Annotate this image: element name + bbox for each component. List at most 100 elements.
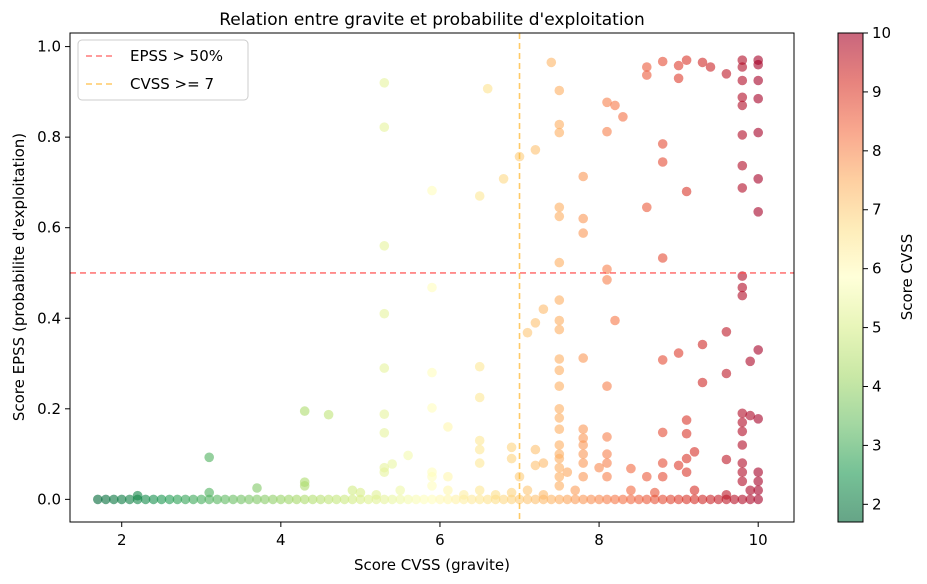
data-point [626, 494, 636, 505]
data-point [204, 487, 214, 498]
data-point [140, 494, 151, 505]
data-point [498, 494, 509, 505]
data-point [721, 490, 732, 500]
colorbar-tick-label: 7 [872, 201, 882, 219]
data-point [753, 75, 763, 86]
data-point [331, 494, 342, 505]
data-point [673, 60, 684, 71]
data-point [578, 433, 588, 444]
data-point [737, 62, 748, 72]
data-point [379, 363, 390, 373]
data-point [689, 447, 700, 457]
data-point [737, 467, 748, 478]
data-point [132, 490, 143, 501]
data-point [642, 202, 652, 213]
data-point [602, 97, 612, 108]
data-point [291, 494, 302, 505]
data-point [554, 257, 565, 268]
data-point [474, 485, 485, 496]
data-point [570, 485, 580, 496]
data-point [578, 353, 588, 363]
data-point [323, 494, 334, 505]
data-point [753, 127, 763, 138]
legend-label-epss: EPSS > 50% [130, 47, 223, 65]
data-point [419, 494, 429, 505]
data-point [260, 494, 270, 505]
data-point [427, 367, 437, 378]
data-point [737, 160, 748, 171]
data-point [657, 471, 668, 482]
data-point [387, 459, 398, 469]
data-point [427, 403, 437, 413]
data-point [379, 122, 390, 132]
data-point [689, 485, 700, 496]
data-point [196, 494, 207, 505]
data-point [562, 467, 573, 478]
data-point [602, 126, 612, 137]
data-point [490, 490, 501, 500]
colorbar-tick-label: 3 [872, 436, 882, 454]
data-point [657, 494, 668, 505]
data-point [387, 494, 398, 505]
data-point [570, 494, 580, 505]
data-point [299, 477, 310, 488]
data-point [578, 458, 588, 468]
data-point [474, 458, 485, 468]
data-point [379, 78, 390, 88]
data-point [530, 494, 541, 505]
data-point [681, 55, 692, 65]
data-point [395, 494, 406, 505]
data-point [578, 471, 588, 482]
plot-frame [69, 32, 795, 523]
data-point [474, 444, 485, 455]
data-point [204, 494, 214, 505]
data-point [530, 318, 541, 328]
data-point [355, 487, 366, 498]
data-point [427, 481, 437, 491]
data-point [554, 315, 565, 326]
data-point [538, 490, 549, 500]
data-point [451, 494, 461, 505]
data-point [236, 494, 246, 505]
data-point [530, 444, 541, 455]
data-point [753, 59, 763, 70]
data-point [657, 56, 668, 67]
data-point [506, 487, 517, 498]
data-point [602, 458, 612, 468]
data-point [347, 494, 358, 505]
data-point [530, 460, 541, 471]
colorbar-tick-label: 10 [872, 24, 891, 42]
data-point [379, 308, 390, 319]
data-point [514, 494, 525, 505]
data-point [578, 494, 588, 505]
data-point [673, 348, 684, 358]
data-point [657, 355, 668, 365]
data-point [705, 62, 716, 72]
data-point [610, 494, 620, 505]
data-point [737, 100, 748, 111]
data-point [538, 458, 549, 468]
data-point [355, 494, 366, 505]
data-point [665, 494, 676, 505]
data-point [427, 467, 437, 478]
data-point [443, 485, 453, 496]
data-point [379, 428, 390, 438]
data-point [467, 494, 477, 505]
data-point [435, 494, 445, 505]
data-point [379, 241, 390, 251]
colorbar-tick-label: 8 [872, 142, 882, 160]
data-point [713, 494, 724, 505]
data-point [737, 426, 748, 437]
data-point [252, 483, 262, 493]
data-point [721, 454, 732, 465]
data-point [753, 93, 763, 104]
data-point [554, 413, 565, 423]
data-point [363, 494, 374, 505]
data-point [681, 428, 692, 439]
x-tick-label: 2 [117, 531, 127, 549]
data-point [745, 410, 755, 421]
data-point [753, 414, 763, 424]
data-point [753, 476, 763, 487]
data-point [753, 467, 763, 478]
data-point [474, 361, 485, 372]
